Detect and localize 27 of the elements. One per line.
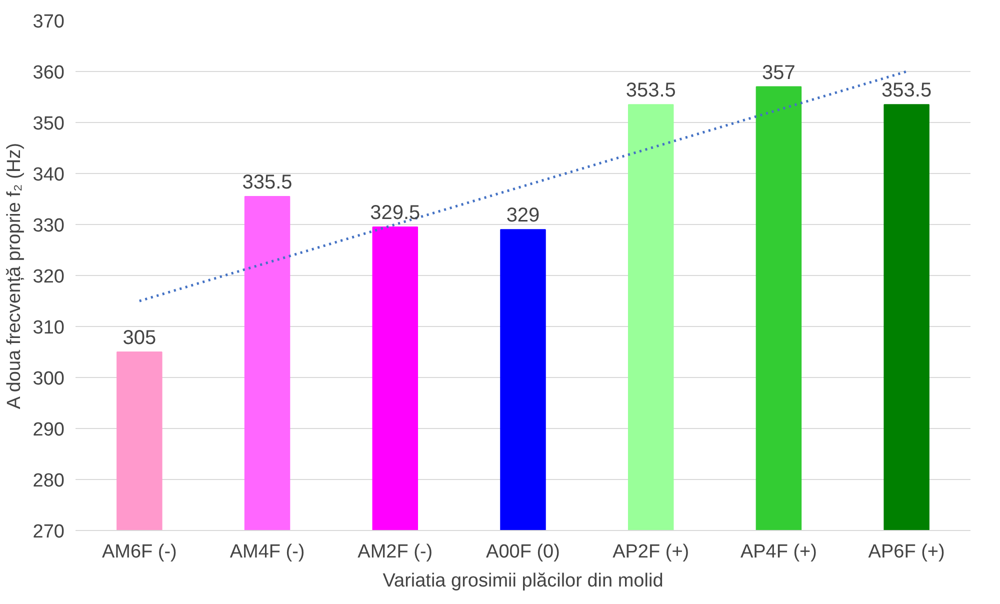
y-tick-label: 310 bbox=[32, 318, 64, 338]
data-label: 329.5 bbox=[370, 202, 420, 224]
x-tick-label: AP6F (+) bbox=[868, 542, 945, 562]
y-tick-label: 330 bbox=[32, 216, 64, 236]
y-tick-label: 270 bbox=[32, 522, 64, 542]
x-tick-label: AP2F (+) bbox=[612, 542, 690, 562]
y-tick-label: 300 bbox=[32, 368, 64, 390]
x-tick-label: AM6F (-) bbox=[102, 542, 177, 562]
data-label: 335.5 bbox=[242, 171, 292, 194]
y-axis-title: A doua frecvență proprie f₂ (Hz) bbox=[4, 142, 25, 410]
data-label: 305 bbox=[122, 327, 156, 349]
x-tick-label: A00F (0) bbox=[486, 542, 560, 562]
y-tick-label: 350 bbox=[32, 114, 64, 134]
data-label: 329 bbox=[506, 204, 540, 227]
y-tick-label: 370 bbox=[32, 12, 64, 32]
data-label: 353.5 bbox=[626, 80, 676, 102]
data-label: 357 bbox=[762, 62, 796, 84]
y-tick-label: 340 bbox=[32, 164, 64, 186]
x-tick-label: AM2F (-) bbox=[358, 542, 433, 562]
x-axis-title: Variatia grosimii plăcilor din molid bbox=[382, 570, 664, 592]
x-tick-label: AM4F (-) bbox=[230, 542, 305, 562]
y-tick-label: 280 bbox=[32, 470, 64, 492]
y-tick-label: 320 bbox=[32, 266, 64, 288]
y-tick-label: 290 bbox=[32, 420, 64, 440]
y-tick-label: 360 bbox=[32, 62, 64, 84]
x-tick-label: AP4F (+) bbox=[740, 542, 818, 562]
data-label: 353.5 bbox=[882, 80, 932, 102]
